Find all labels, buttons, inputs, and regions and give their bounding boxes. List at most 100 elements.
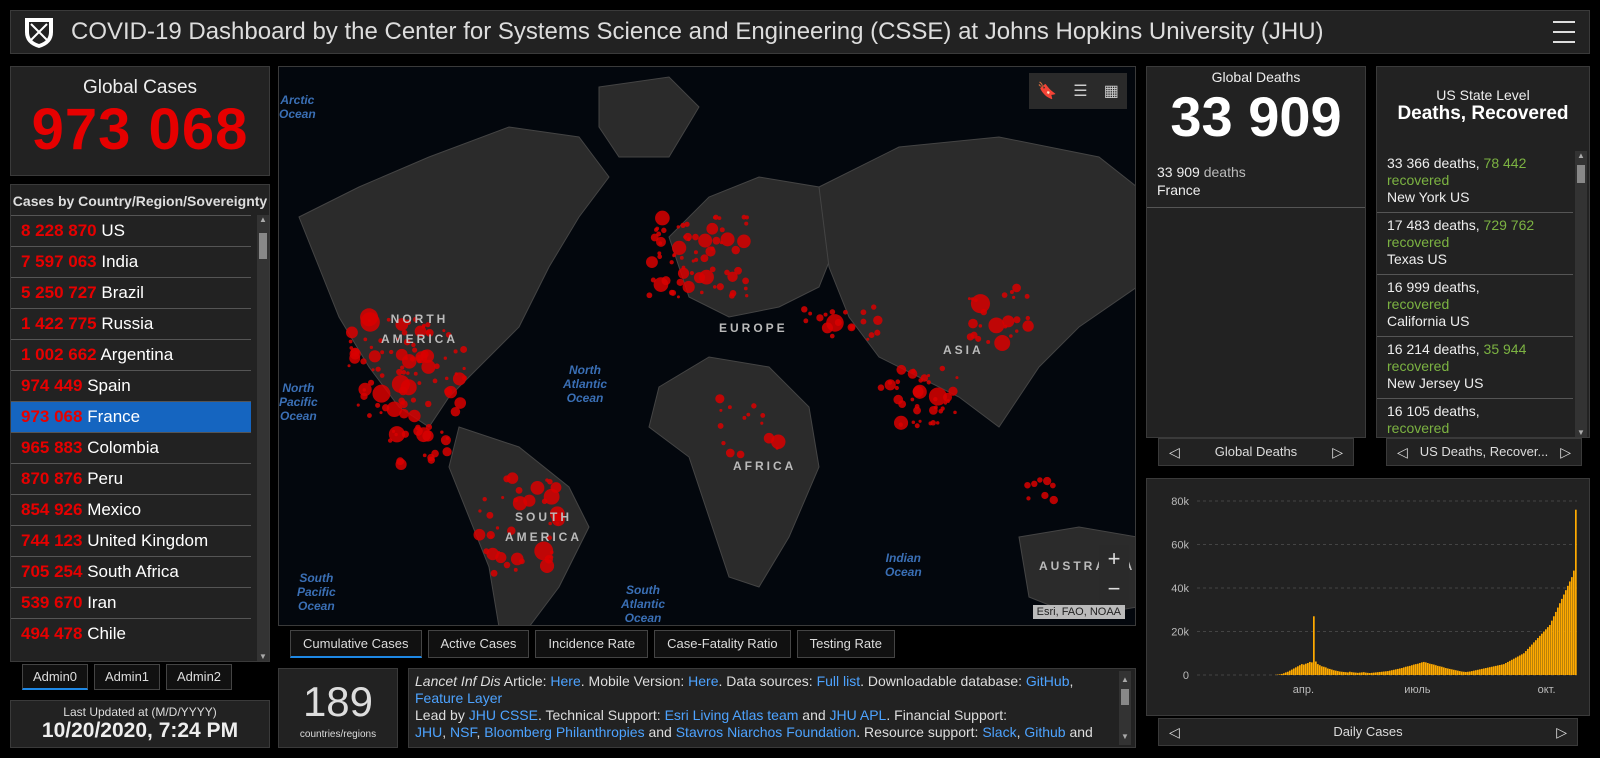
case-marker[interactable] <box>1012 295 1016 299</box>
case-marker[interactable] <box>410 397 417 403</box>
case-marker[interactable] <box>478 509 482 513</box>
case-marker[interactable] <box>440 435 451 446</box>
basemap-gallery-icon[interactable]: ▦ <box>1103 83 1119 100</box>
case-marker[interactable] <box>442 329 446 333</box>
zoom-out-button[interactable]: − <box>1107 576 1121 601</box>
bar[interactable] <box>1505 663 1507 675</box>
bar[interactable] <box>1295 667 1297 675</box>
case-marker[interactable] <box>656 236 666 247</box>
bar[interactable] <box>1307 663 1309 675</box>
bar[interactable] <box>1419 663 1421 675</box>
case-marker[interactable] <box>379 373 385 378</box>
country-row[interactable]: 7 597 063 India <box>11 246 251 277</box>
bar[interactable] <box>1415 664 1417 675</box>
bar[interactable] <box>1411 665 1413 675</box>
case-marker[interactable] <box>555 521 560 525</box>
case-marker[interactable] <box>369 345 374 350</box>
country-row[interactable]: 494 478 Chile <box>11 618 251 649</box>
case-marker[interactable] <box>401 369 407 375</box>
bar[interactable] <box>1445 668 1447 675</box>
case-marker[interactable] <box>676 278 684 286</box>
case-marker[interactable] <box>669 260 674 265</box>
bar[interactable] <box>1387 671 1389 675</box>
case-marker[interactable] <box>375 402 381 408</box>
case-marker[interactable] <box>729 289 737 297</box>
case-marker[interactable] <box>402 354 417 369</box>
bar[interactable] <box>1391 670 1393 675</box>
case-marker[interactable] <box>910 397 915 402</box>
jhu-link[interactable]: JHU <box>415 724 443 740</box>
case-marker[interactable] <box>895 379 901 385</box>
case-marker[interactable] <box>829 333 835 339</box>
case-marker[interactable] <box>482 496 487 502</box>
bar[interactable] <box>1301 664 1303 675</box>
case-marker[interactable] <box>968 318 978 329</box>
github2-link[interactable]: Github <box>1024 724 1066 740</box>
case-marker[interactable] <box>503 561 511 569</box>
bar[interactable] <box>1513 658 1515 675</box>
case-marker[interactable] <box>713 214 719 220</box>
case-marker[interactable] <box>912 386 924 398</box>
us-state-row[interactable]: 16 999 deaths, recovered California US <box>1377 275 1573 337</box>
bar[interactable] <box>1561 598 1563 675</box>
case-marker[interactable] <box>898 422 903 427</box>
bar[interactable] <box>1495 665 1497 675</box>
case-marker[interactable] <box>432 378 438 384</box>
bar[interactable] <box>1337 671 1339 675</box>
bar[interactable] <box>1489 667 1491 675</box>
case-marker[interactable] <box>953 410 957 415</box>
case-marker[interactable] <box>358 382 372 397</box>
case-marker[interactable] <box>737 234 751 249</box>
bar[interactable] <box>1335 670 1337 675</box>
bar[interactable] <box>1425 662 1427 675</box>
bar[interactable] <box>1353 672 1355 675</box>
bar[interactable] <box>1297 666 1299 675</box>
case-marker[interactable] <box>547 535 552 541</box>
bar[interactable] <box>1413 664 1415 675</box>
bar[interactable] <box>1283 673 1285 675</box>
case-marker[interactable] <box>745 294 749 298</box>
case-marker[interactable] <box>938 408 944 414</box>
bar[interactable] <box>1291 669 1293 675</box>
case-marker[interactable] <box>682 280 695 294</box>
bar[interactable] <box>1311 662 1313 675</box>
bar[interactable] <box>1423 661 1425 675</box>
bar[interactable] <box>1349 671 1351 675</box>
case-marker[interactable] <box>928 421 933 426</box>
case-marker[interactable] <box>408 409 421 423</box>
case-marker[interactable] <box>483 548 490 555</box>
case-marker[interactable] <box>445 332 452 338</box>
case-marker[interactable] <box>401 329 408 336</box>
bar[interactable] <box>1381 671 1383 675</box>
case-marker[interactable] <box>349 346 354 350</box>
case-marker[interactable] <box>657 254 663 260</box>
case-marker[interactable] <box>395 337 400 341</box>
case-marker[interactable] <box>495 526 500 530</box>
case-marker[interactable] <box>699 269 714 285</box>
bar[interactable] <box>1377 672 1379 675</box>
case-marker[interactable] <box>425 329 431 335</box>
bar[interactable] <box>1465 671 1467 675</box>
bar[interactable] <box>1463 671 1465 675</box>
case-marker[interactable] <box>746 412 751 417</box>
bar[interactable] <box>1501 664 1503 675</box>
case-marker[interactable] <box>994 335 1011 351</box>
case-marker[interactable] <box>539 558 555 573</box>
tab-cumulative-cases[interactable]: Cumulative Cases <box>290 630 422 658</box>
case-marker[interactable] <box>680 222 686 228</box>
case-marker[interactable] <box>413 316 419 322</box>
case-marker[interactable] <box>454 397 467 409</box>
bar[interactable] <box>1525 651 1527 675</box>
bar[interactable] <box>1555 611 1557 675</box>
bar[interactable] <box>1475 670 1477 675</box>
case-marker[interactable] <box>849 324 855 330</box>
case-marker[interactable] <box>712 285 717 289</box>
case-marker[interactable] <box>386 317 391 322</box>
bar[interactable] <box>1421 662 1423 675</box>
bar[interactable] <box>1417 663 1419 675</box>
bar[interactable] <box>1293 668 1295 675</box>
bar[interactable] <box>1329 668 1331 675</box>
case-marker[interactable] <box>356 403 360 407</box>
case-marker[interactable] <box>442 447 452 457</box>
case-marker[interactable] <box>736 450 745 459</box>
